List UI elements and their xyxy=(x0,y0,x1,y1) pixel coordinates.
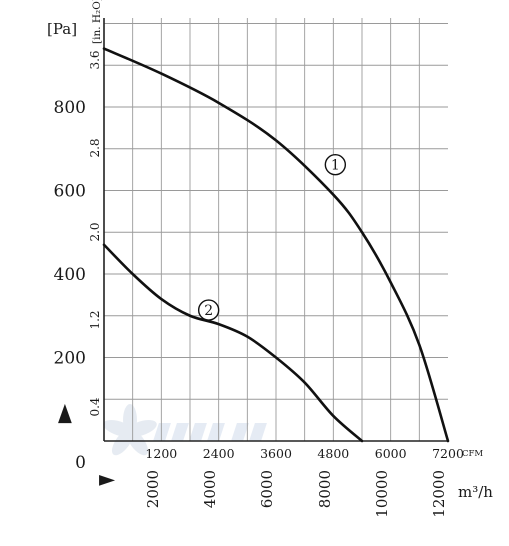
grid xyxy=(104,18,448,441)
x-m3h-unit-label: m³/h xyxy=(458,483,493,501)
x-cfm-tick-label: 2400 xyxy=(203,446,235,461)
y-arrow-icon: ▲ xyxy=(58,398,72,427)
axes-frame xyxy=(103,18,448,442)
curve-2 xyxy=(102,243,364,443)
x-m3h-tick-label: 6000 xyxy=(258,470,276,508)
x-arrow-icon: ▶ xyxy=(99,471,115,487)
x-m3h-tick-label: 4000 xyxy=(201,470,219,508)
x-m3h-tick-label: 2000 xyxy=(144,470,162,508)
curve-1 xyxy=(102,47,450,443)
x-cfm-tick-label: 7200 xyxy=(432,446,464,461)
y-left-unit-label: [Pa] xyxy=(47,20,77,38)
x-cfm-tick-label: 4800 xyxy=(317,446,349,461)
x-cfm-unit-label: CFM xyxy=(462,449,483,459)
y-right-tick-label: 3.6 xyxy=(88,50,102,69)
y-right-unit-label: [in. H₂O] xyxy=(91,0,103,44)
y-left-tick-label: 200 xyxy=(54,349,86,369)
curve-label-1: 1 xyxy=(331,158,340,174)
y-left-tick-label: 0 xyxy=(75,453,86,473)
fan-watermark-icon xyxy=(103,404,267,456)
x-cfm-tick-label: 1200 xyxy=(145,446,177,461)
x-m3h-tick-label: 10000 xyxy=(373,470,391,518)
curve-label-circle-1 xyxy=(324,153,347,176)
y-right-tick-label: 1.2 xyxy=(88,310,102,329)
y-left-tick-label: 400 xyxy=(54,265,86,285)
curve-label-2: 2 xyxy=(204,303,213,319)
curve-label-circle-2 xyxy=(197,299,220,321)
x-cfm-tick-label: 6000 xyxy=(375,446,407,461)
ticks-layer: 0 200 400 600 800 0.4 1.2 2.0 2.8 3.6 1200 2400 3600… xyxy=(54,50,464,517)
series-layer: 12 xyxy=(102,47,450,443)
brand-watermark xyxy=(153,423,267,441)
y-right-tick-label: 2.8 xyxy=(88,138,102,157)
y-left-tick-label: 600 xyxy=(54,182,86,202)
y-right-tick-label: 0.4 xyxy=(88,397,102,416)
y-right-tick-label: 2.0 xyxy=(88,222,102,241)
x-m3h-tick-label: 12000 xyxy=(430,470,448,518)
y-left-tick-label: 800 xyxy=(54,98,86,118)
x-cfm-tick-label: 3600 xyxy=(260,446,292,461)
x-m3h-tick-label: 8000 xyxy=(316,470,334,508)
